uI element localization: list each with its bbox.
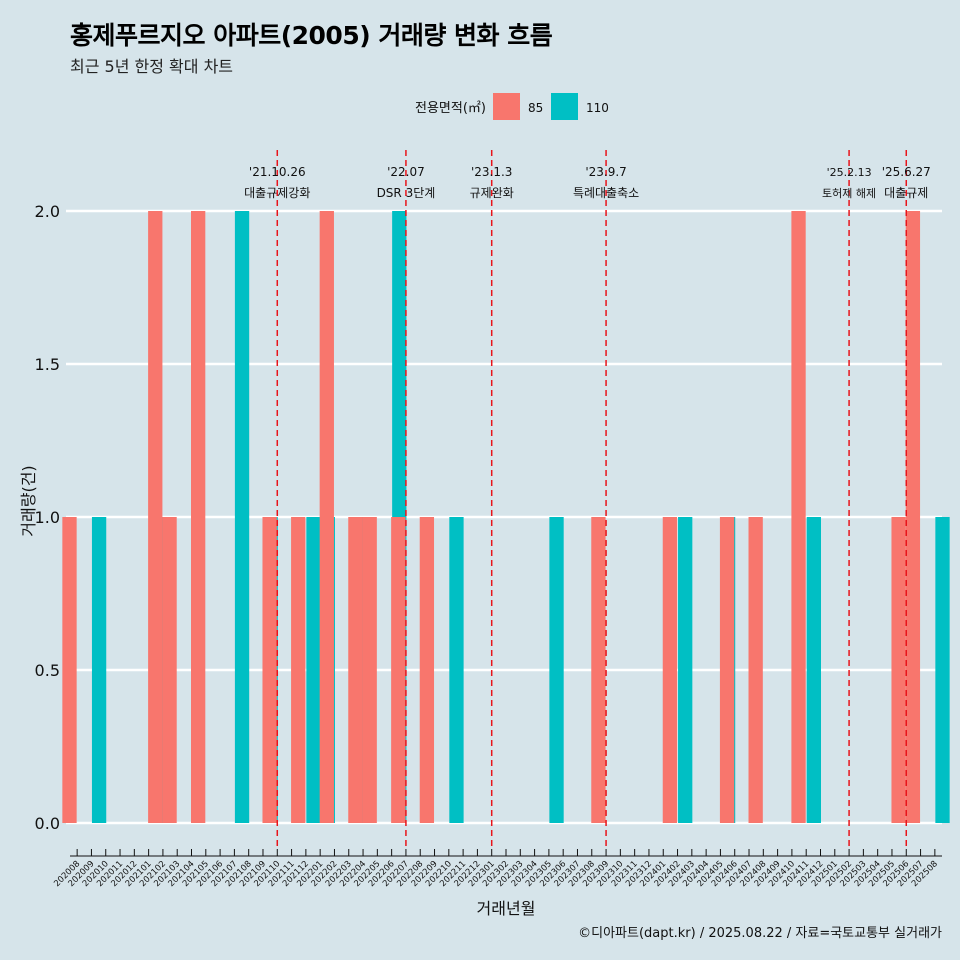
bar-85-202507 xyxy=(905,211,921,823)
y-tick-label: 2.0 xyxy=(35,202,60,221)
bar-85-202110 xyxy=(262,517,277,823)
y-tick-label: 1.5 xyxy=(35,355,60,374)
bar-85-202309 xyxy=(591,517,606,823)
event-date: '23.9.7 xyxy=(585,165,626,179)
event-label: 토허제 해제 xyxy=(822,186,876,200)
bar-110-202009 xyxy=(91,517,107,823)
bar-85-202408 xyxy=(748,517,763,823)
bar-110-202107 xyxy=(234,211,250,823)
event-date: '22.07 xyxy=(387,165,425,179)
event-lines: '21.10.26 대출규제강화 '22.07 DSR 3단계 '23.1.3 규제완화 '… xyxy=(244,150,931,848)
bar-85-202008 xyxy=(62,517,77,823)
event-label: 특례대출축소 xyxy=(573,186,639,200)
bar-85-202205 xyxy=(362,517,377,823)
legend-label-85: 85 xyxy=(528,101,543,115)
bars xyxy=(62,211,950,823)
y-tick-label: 0.0 xyxy=(35,814,60,833)
bar-85-202112 xyxy=(291,517,306,823)
bar-85-202406 xyxy=(719,517,735,823)
y-axis-label: 거래량(건) xyxy=(19,465,38,536)
legend-title: 전용면적(㎡) xyxy=(415,101,486,116)
legend-swatch-110 xyxy=(551,93,578,120)
bar-110-202305 xyxy=(549,517,564,823)
bar-85-202102 xyxy=(148,211,163,823)
bar-85-202207 xyxy=(391,517,406,823)
bar-85-202411 xyxy=(791,211,806,823)
chart-subtitle: 최근 5년 한정 확대 차트 xyxy=(70,57,234,76)
bar-85-202105 xyxy=(191,211,206,823)
event-date: '25.6.27 xyxy=(882,165,931,179)
chart-title: 홍제푸르지오 아파트(2005) 거래량 변화 흐름 xyxy=(70,21,553,50)
bar-110-202210 xyxy=(449,517,464,823)
legend-swatch-85 xyxy=(493,93,520,120)
event-label: DSR 3단계 xyxy=(377,186,436,200)
event-date: '23.1.3 xyxy=(471,165,512,179)
y-tick-label: 1.0 xyxy=(35,508,60,527)
bar-85-202202 xyxy=(319,211,334,823)
bar-85-202506 xyxy=(891,517,906,823)
event-label: 대출규제 xyxy=(884,186,928,200)
source-caption: ©디아파트(dapt.kr) / 2025.08.22 / 자료=국토교통부 실… xyxy=(578,926,942,941)
legend: 전용면적(㎡) 85 110 xyxy=(415,93,609,120)
y-tick-label: 0.5 xyxy=(35,661,60,680)
x-axis-label: 거래년월 xyxy=(477,899,536,918)
bar-110-202411 xyxy=(806,517,821,823)
x-axis: 2020082020092020102020112020122021012021… xyxy=(52,849,942,889)
event-date: '25.2.13 xyxy=(827,166,872,179)
bar-85-202209 xyxy=(419,517,435,823)
legend-label-110: 110 xyxy=(586,101,609,115)
event-label: 대출규제강화 xyxy=(244,186,310,200)
bar-85-202103 xyxy=(162,517,177,823)
bar-110-202112 xyxy=(306,517,321,823)
bar-110-202402 xyxy=(678,517,693,823)
event-date: '21.10.26 xyxy=(249,165,306,179)
y-axis-ticks: 0.0 0.5 1.0 1.5 2.0 xyxy=(35,202,60,833)
bar-85-202402 xyxy=(662,517,678,823)
event-label: 규제완화 xyxy=(470,186,514,200)
bar-85-202204 xyxy=(348,517,363,823)
bar-110-202508 xyxy=(935,517,950,823)
